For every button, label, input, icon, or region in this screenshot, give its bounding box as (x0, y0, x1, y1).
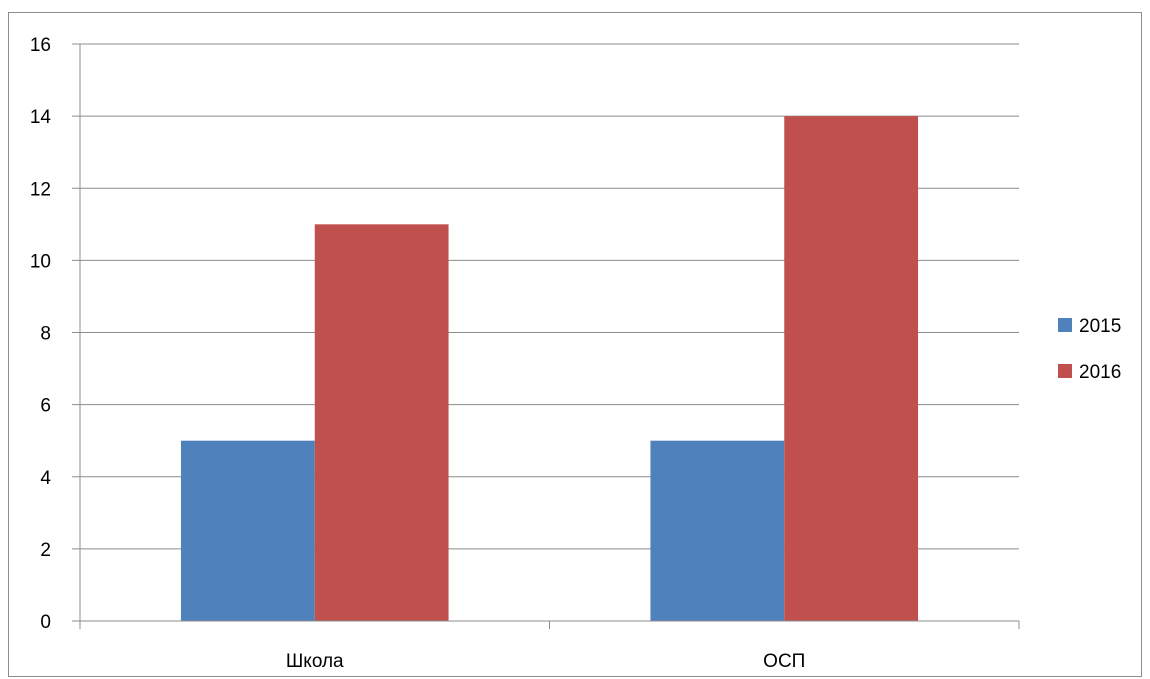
legend-label: 2016 (1079, 362, 1121, 383)
y-tick-label: 10 (30, 251, 51, 272)
y-tick-label: 4 (40, 468, 51, 489)
bar (784, 116, 919, 621)
y-tick-label: 12 (30, 179, 51, 200)
legend: 2015 2016 (1058, 316, 1121, 383)
legend-swatch (1058, 364, 1072, 378)
y-tick-label: 16 (30, 35, 51, 56)
legend-label: 2015 (1079, 316, 1121, 337)
bars (180, 116, 919, 621)
bar (180, 440, 315, 621)
x-tick-label: Школа (286, 651, 344, 672)
y-tick-label: 6 (40, 396, 51, 417)
x-tick-label: ОСП (763, 651, 805, 672)
y-tick-label: 0 (40, 612, 51, 633)
y-axis-ticks: 0 2 4 6 8 10 12 14 16 (30, 35, 80, 633)
y-tick-label: 8 (40, 324, 51, 345)
legend-swatch (1058, 318, 1072, 332)
x-axis-ticks: Школа ОСП (286, 651, 805, 672)
y-tick-label: 2 (40, 540, 51, 561)
bar (314, 224, 449, 621)
bar (650, 440, 785, 621)
y-tick-label: 14 (30, 107, 52, 128)
axes (79, 44, 1020, 629)
